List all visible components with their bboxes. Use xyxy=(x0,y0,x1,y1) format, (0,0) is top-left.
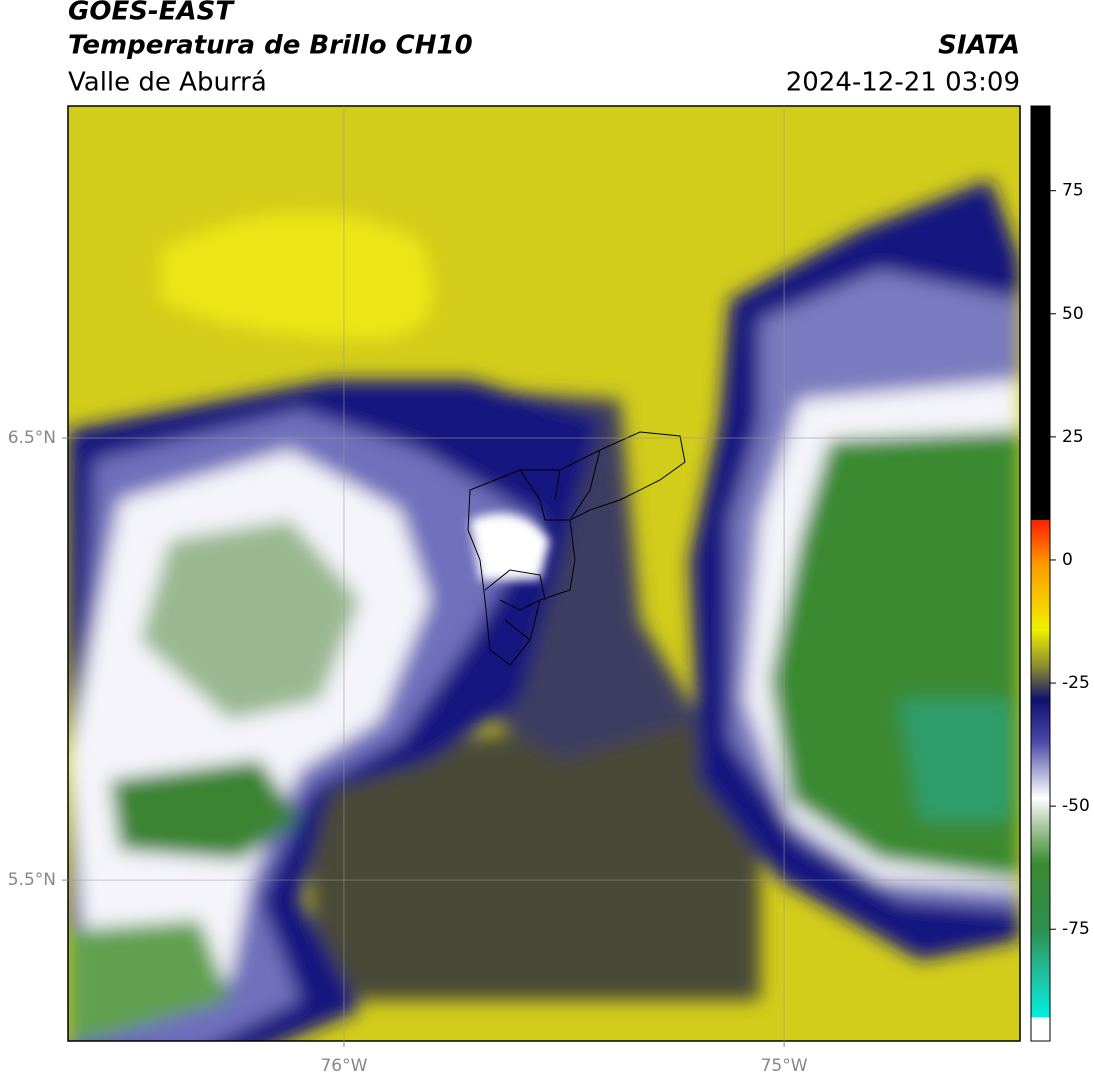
source: SIATA xyxy=(938,31,1020,61)
colorbar-tick-label: -50 xyxy=(1062,796,1090,816)
y-tick-label: 5.5°N xyxy=(8,870,56,890)
colorbar-tick-label: 0 xyxy=(1062,550,1073,570)
region: Valle de Aburrá xyxy=(68,68,267,98)
colorbar-tick-label: -75 xyxy=(1062,919,1090,939)
y-tick-label: 6.5°N xyxy=(8,428,56,448)
satellite-image xyxy=(68,106,1020,1041)
colorbar-tick-label: 75 xyxy=(1062,181,1084,201)
title: GOES-EAST xyxy=(68,0,235,27)
x-tick-label: 76°W xyxy=(320,1056,367,1076)
municipality-borders xyxy=(467,431,686,666)
colorbar-tick-label: 50 xyxy=(1062,304,1084,324)
datetime: 2024-12-21 03:09 xyxy=(786,68,1020,98)
map-frame xyxy=(67,105,1021,1042)
x-tick-label: 75°W xyxy=(761,1056,808,1076)
colorbar xyxy=(1030,105,1051,1042)
colorbar-tick-label: 25 xyxy=(1062,427,1084,447)
subtitle: Temperatura de Brillo CH10 xyxy=(68,31,473,61)
colorbar-tick-label: -25 xyxy=(1062,673,1090,693)
